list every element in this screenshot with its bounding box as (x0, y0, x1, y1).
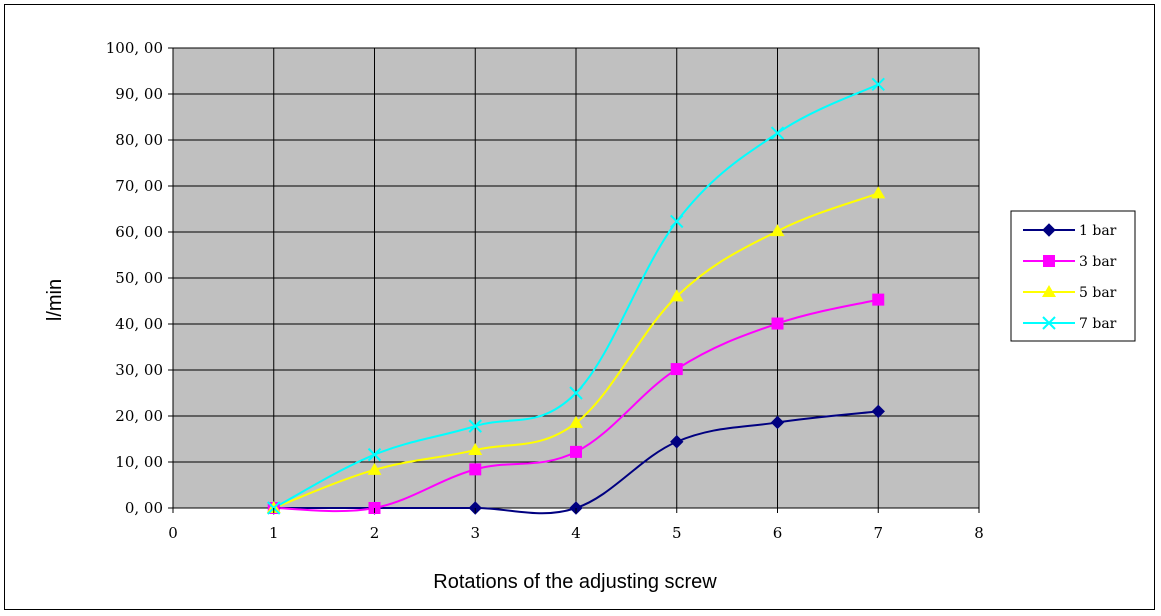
legend-marker (1042, 316, 1056, 330)
data-point-7-bar-6 (871, 77, 885, 92)
x-tick-label: 7 (873, 524, 883, 542)
legend-entry: 7 bar (1023, 316, 1117, 332)
x-tick-labels: 0 1 2 3 4 5 6 7 8 (168, 524, 984, 542)
x-tick-label: 1 (269, 524, 279, 542)
data-point-7-bar-1 (367, 447, 382, 462)
y-tick-label: 100, 00 (106, 39, 163, 57)
y-tick-label: 90, 00 (115, 85, 163, 103)
data-point-7-bar-4 (670, 214, 684, 229)
y-axis-label: l/min (44, 279, 66, 321)
data-point-5-bar-6 (871, 186, 886, 199)
legend-label: 7 bar (1079, 316, 1117, 332)
x-tick-label: 8 (974, 524, 984, 542)
data-point-3-bar-5 (771, 317, 784, 330)
x-tick-label: 0 (168, 524, 178, 542)
y-tick-label: 20, 00 (115, 407, 163, 425)
y-tick-label: 80, 00 (115, 131, 163, 149)
axes (168, 47, 980, 513)
x-axis-label: Rotations of the adjusting screw (433, 571, 717, 593)
y-tick-label: 50, 00 (115, 269, 163, 287)
legend-marker (1043, 255, 1055, 267)
legend-marker (1042, 285, 1056, 297)
x-tick-label: 3 (470, 524, 480, 542)
y-tick-label: 0, 00 (125, 499, 163, 517)
data-point-5-bar-4 (669, 289, 684, 302)
y-tick-label: 60, 00 (115, 223, 163, 241)
y-tick-label: 30, 00 (115, 361, 163, 379)
y-tick-label: 10, 00 (115, 453, 163, 471)
x-tick-label: 6 (773, 524, 783, 542)
data-point-7-bar-3 (569, 386, 583, 400)
legend-label: 3 bar (1079, 254, 1117, 270)
y-tick-label: 70, 00 (115, 177, 163, 195)
legend-entry: 5 bar (1023, 285, 1117, 301)
legend: 1 bar 3 bar 5 bar 7 bar (1010, 210, 1136, 342)
legend-entry: 1 bar (1023, 223, 1117, 239)
data-point-5-bar-1 (367, 462, 382, 475)
data-point-3-bar-6 (872, 293, 885, 306)
data-point-3-bar-3 (570, 445, 582, 458)
data-point-1-bar-4 (670, 435, 684, 449)
y-tick-label: 40, 00 (115, 315, 163, 333)
data-point-3-bar-2 (469, 463, 482, 476)
grid-lines (172, 47, 980, 509)
legend-label: 1 bar (1079, 223, 1117, 239)
x-tick-label: 4 (571, 524, 581, 542)
data-point-7-bar-5 (770, 126, 785, 140)
y-tick-labels: 0, 00 10, 00 20, 00 30, 00 40, 00 50, 00 60, 0… (106, 39, 163, 517)
legend-marker (1042, 223, 1056, 237)
legend-box (1010, 210, 1136, 342)
x-tick-label: 2 (370, 524, 380, 542)
x-tick-label: 5 (672, 524, 682, 542)
data-point-5-bar-2 (468, 443, 483, 456)
data-point-3-bar-4 (670, 363, 683, 376)
data-point-1-bar-6 (871, 404, 885, 419)
data-point-7-bar-2 (468, 419, 482, 433)
legend-entry: 3 bar (1023, 254, 1117, 270)
data-point-1-bar-5 (770, 415, 785, 430)
data-point-5-bar-3 (569, 415, 583, 428)
data-point-5-bar-5 (770, 224, 785, 237)
legend-label: 5 bar (1079, 285, 1117, 301)
